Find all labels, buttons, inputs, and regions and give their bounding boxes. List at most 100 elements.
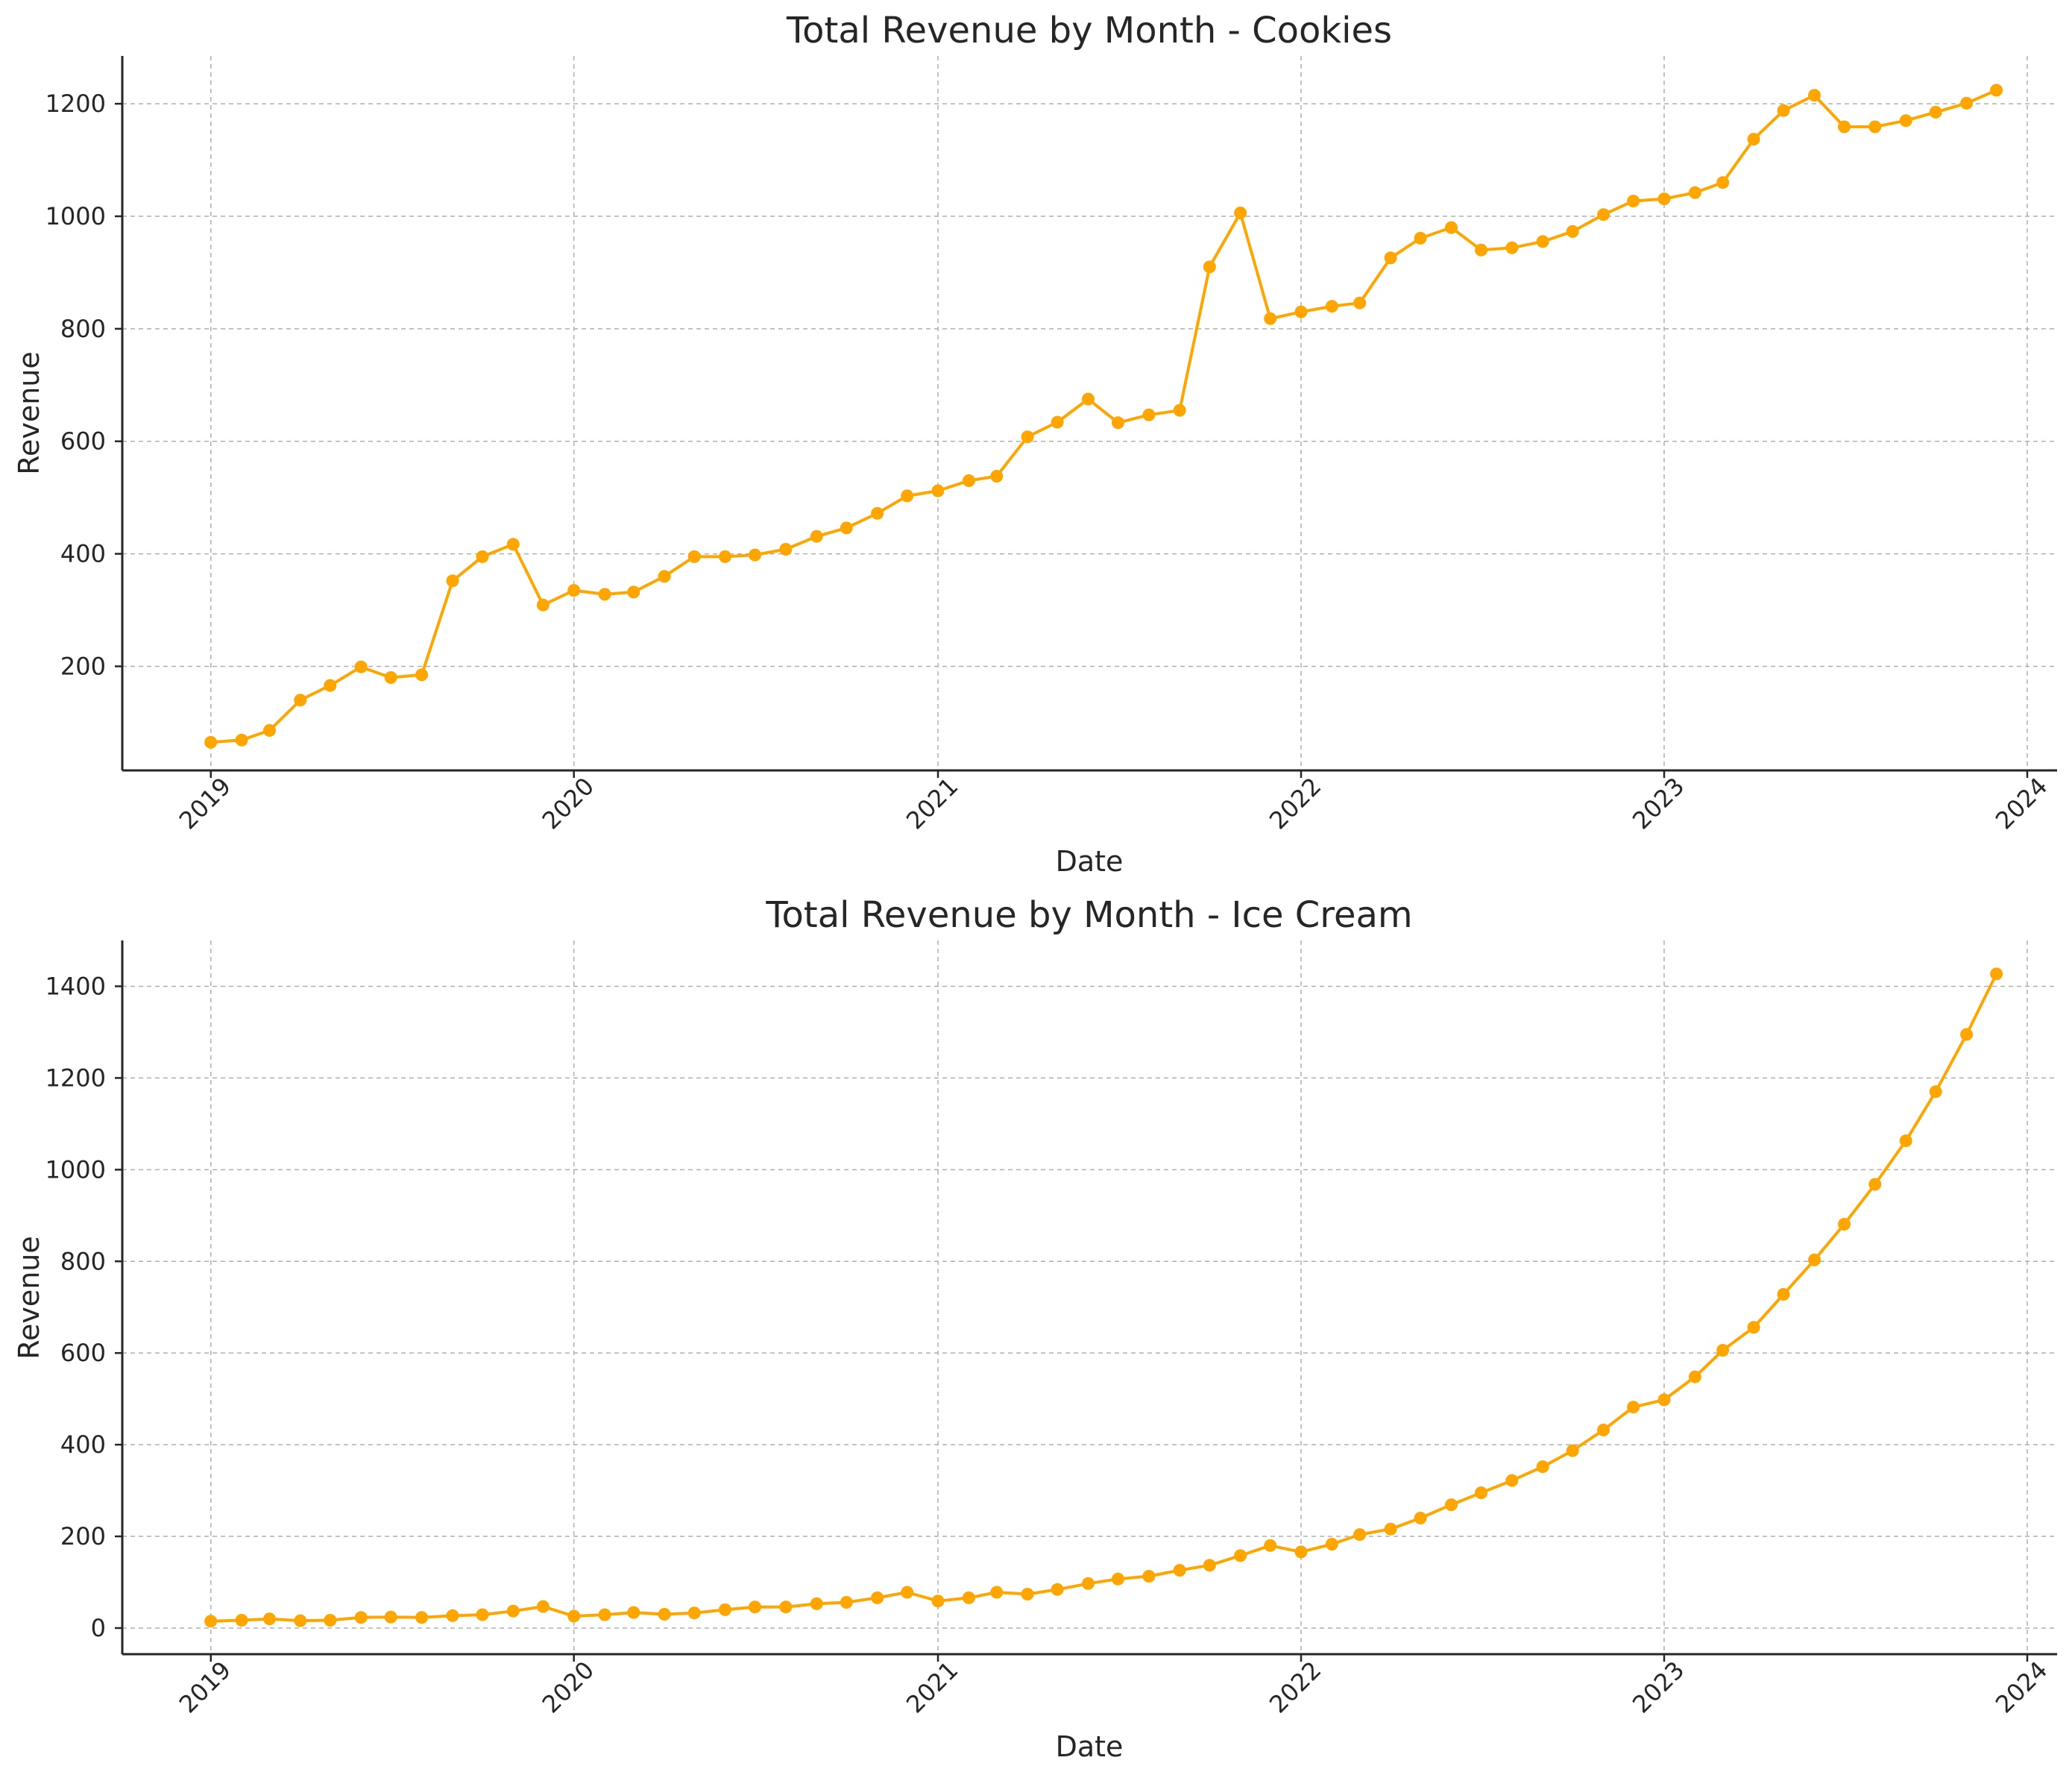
data-point: [931, 484, 945, 497]
data-point: [204, 1615, 218, 1628]
data-point: [1990, 967, 2003, 981]
data-point: [476, 1608, 489, 1621]
data-point: [235, 1614, 248, 1627]
data-point: [1475, 243, 1487, 257]
data-point: [627, 1606, 640, 1619]
x-tick-label: 2022: [1264, 772, 1326, 835]
data-point: [1325, 1538, 1338, 1551]
data-point: [871, 1591, 884, 1604]
data-point: [1234, 1549, 1247, 1562]
chart-title: Total Revenue by Month - Cookies: [786, 10, 1392, 51]
data-point: [1566, 1444, 1579, 1457]
grid: [122, 56, 2057, 770]
data-point: [1990, 84, 2003, 97]
data-point: [354, 660, 368, 673]
data-point: [1657, 1393, 1671, 1407]
x-tick-label: 2021: [901, 1656, 963, 1718]
data-point: [1051, 1583, 1064, 1596]
data-point: [1808, 1253, 1821, 1266]
y-axis-label: Revenue: [13, 1236, 45, 1360]
x-ticks: 2019 2020 2021 2022 2023 2024: [174, 1654, 2053, 1718]
data-point: [901, 1586, 914, 1599]
data-point: [1234, 207, 1247, 219]
data-point: [1960, 1028, 1974, 1041]
data-point: [1384, 251, 1397, 265]
data-point: [1445, 1498, 1458, 1512]
y-tick-label: 0: [91, 1614, 106, 1642]
data-point: [1929, 1085, 1942, 1099]
data-point: [901, 489, 914, 503]
data-point: [1505, 241, 1519, 254]
data-point: [871, 506, 884, 520]
x-tick-label: 2020: [537, 1656, 599, 1718]
data-point: [1747, 1321, 1760, 1334]
data-point: [506, 538, 520, 551]
x-tick-label: 2021: [901, 772, 963, 835]
data-point: [1536, 1460, 1549, 1474]
series-line: [210, 973, 1998, 1623]
data-point: [324, 679, 337, 692]
x-axis-label: Date: [1056, 1730, 1124, 1763]
data-point: [1777, 1288, 1790, 1301]
data-points: [204, 84, 2003, 749]
data-point: [567, 584, 581, 597]
data-point: [204, 735, 218, 749]
data-point: [1445, 221, 1458, 234]
x-tick-label: 2019: [174, 772, 236, 835]
data-point: [749, 1600, 761, 1614]
data-point: [1505, 1474, 1519, 1487]
y-ticks: 0 200 400 600 800 1000 1200 1400: [45, 972, 122, 1642]
y-tick-label: 600: [60, 427, 106, 456]
x-tick-label: 2020: [537, 772, 599, 835]
data-point: [1627, 1401, 1640, 1414]
data-point: [1384, 1522, 1397, 1536]
data-point: [1021, 1588, 1034, 1600]
data-point: [1203, 1559, 1216, 1572]
data-point: [1021, 430, 1034, 444]
x-ticks: 2019 2020 2021 2022 2023 2024: [174, 770, 2053, 835]
grid: [122, 940, 2057, 1654]
data-point: [415, 1611, 429, 1624]
data-point: [446, 574, 459, 588]
data-point: [1688, 186, 1701, 199]
x-tick-label: 2023: [1627, 772, 1690, 835]
data-point: [598, 1608, 611, 1621]
chart-title: Total Revenue by Month - Ice Cream: [765, 894, 1412, 936]
axes: [121, 56, 2057, 772]
data-point: [962, 1591, 975, 1604]
data-point: [536, 598, 550, 612]
y-tick-label: 1200: [45, 89, 106, 118]
data-point: [1414, 1512, 1427, 1524]
data-point: [749, 548, 761, 562]
data-point: [1747, 133, 1760, 146]
axes: [121, 940, 2057, 1656]
data-point: [506, 1604, 520, 1618]
series-line: [210, 89, 1997, 744]
data-point: [598, 588, 611, 601]
data-point: [324, 1614, 337, 1627]
data-point: [567, 1609, 581, 1623]
x-tick-label: 2024: [1990, 772, 2053, 835]
data-point: [1353, 1528, 1367, 1542]
data-point: [1929, 105, 1942, 119]
data-point: [840, 1596, 853, 1609]
data-point: [536, 1600, 550, 1613]
y-tick-label: 200: [60, 1522, 106, 1551]
data-point: [810, 530, 823, 543]
data-point: [1597, 1423, 1610, 1436]
data-point: [1688, 1370, 1701, 1383]
data-point: [1868, 120, 1882, 133]
data-point: [931, 1595, 945, 1608]
data-points: [204, 967, 2003, 1628]
data-point: [1475, 1486, 1487, 1500]
data-point: [840, 521, 853, 535]
data-point: [810, 1597, 823, 1610]
cookies-chart: Total Revenue by Month - Cookies 2019 202…: [13, 10, 2057, 878]
data-point: [1142, 408, 1156, 421]
data-point: [1597, 208, 1610, 222]
data-point: [719, 550, 731, 563]
data-point: [1899, 1134, 1912, 1148]
data-point: [990, 470, 1004, 483]
y-tick-label: 400: [60, 540, 106, 568]
data-point: [1353, 296, 1367, 310]
